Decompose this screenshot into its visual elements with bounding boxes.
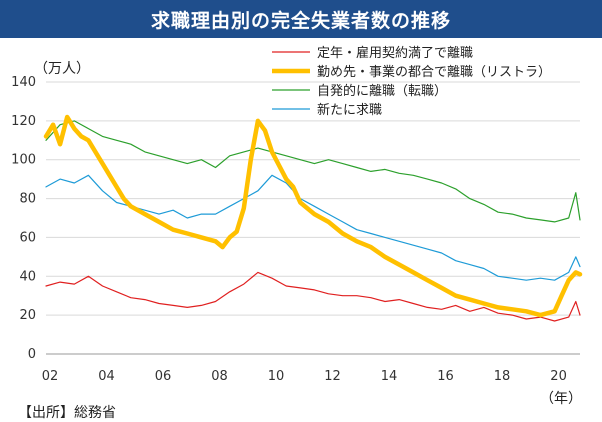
- x-tick-label: 10: [268, 369, 285, 384]
- y-tick-label: 60: [19, 230, 36, 245]
- y-tick-labels: 0 20 40 60 80 100 120 140: [11, 75, 36, 362]
- x-tick-label: 06: [155, 369, 172, 384]
- y-tick-label: 0: [28, 347, 36, 362]
- legend-label-1: 定年・雇用契約満了で離職: [317, 45, 473, 61]
- y-tick-label: 80: [19, 192, 36, 207]
- source-note: 【出所】総務省: [18, 405, 116, 421]
- x-tick-label: 14: [381, 369, 398, 384]
- legend-label-3: 自発的に離職（転職）: [317, 83, 447, 99]
- x-tick-label: 08: [211, 369, 228, 384]
- x-tick-label: 02: [42, 369, 59, 384]
- y-tick-label: 120: [11, 114, 36, 129]
- series-line-1: [45, 271, 581, 322]
- y-tick-label: 20: [19, 308, 36, 323]
- chart-title: 求職理由別の完全失業者数の推移: [0, 0, 602, 38]
- y-tick-label: 100: [11, 153, 36, 168]
- series-lines: [43, 114, 583, 322]
- x-tick-label: 04: [98, 369, 115, 384]
- series-line-2: [43, 114, 583, 318]
- legend-label-4: 新たに求職: [317, 102, 382, 118]
- x-tick-label: 18: [494, 369, 511, 384]
- y-tick-label: 140: [11, 75, 36, 90]
- x-tick-label: 16: [437, 369, 454, 384]
- x-tick-label: 12: [324, 369, 341, 384]
- series-line-4: [45, 174, 581, 281]
- y-axis-unit-label: （万人）: [34, 61, 90, 77]
- series-line-3: [45, 120, 581, 223]
- x-axis-unit-label: （年）: [540, 391, 582, 407]
- y-tick-label: 40: [19, 269, 36, 284]
- x-tick-labels: 02 04 06 08 10 12 14 16 18 20: [42, 369, 567, 384]
- x-tick-label: 20: [550, 369, 567, 384]
- legend-label-2: 勤め先・事業の都合で離職（リストラ）: [317, 64, 551, 80]
